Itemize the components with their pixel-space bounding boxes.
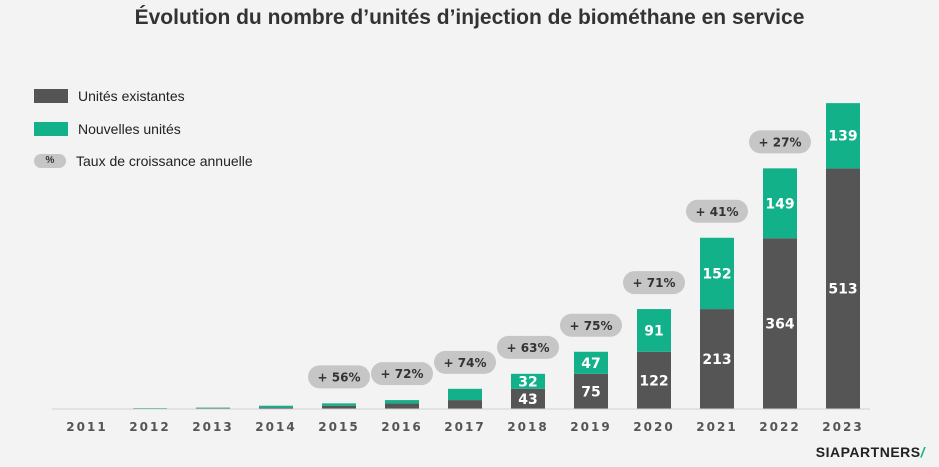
x-tick-label-2013: 2013 (192, 420, 233, 434)
data-label-new-2022: 149 (765, 196, 794, 212)
x-tick-label-2023: 2023 (822, 420, 863, 434)
growth-label-2016: + 72% (381, 367, 424, 381)
bar-new-2023 (826, 103, 860, 169)
x-tick-label-2019: 2019 (570, 420, 611, 434)
data-label-new-2021: 152 (702, 266, 731, 282)
growth-pill-2017 (434, 350, 496, 374)
bar-existing-2022 (763, 238, 797, 409)
x-tick-label-2017: 2017 (444, 420, 485, 434)
data-label-existing-2021: 213 (702, 352, 731, 368)
x-tick-label-2011: 2011 (66, 420, 107, 434)
growth-label-2019: + 75% (570, 319, 613, 333)
x-tick-label-2020: 2020 (633, 420, 674, 434)
brand-mark: / (920, 444, 925, 460)
bar-new-2016 (385, 400, 419, 404)
growth-label-2021: + 41% (696, 205, 739, 219)
x-tick-label-2014: 2014 (255, 420, 296, 434)
bar-new-2014 (259, 405, 293, 408)
bar-new-2015 (322, 403, 356, 406)
x-tick-label-2022: 2022 (759, 420, 800, 434)
growth-label-2020: + 71% (633, 276, 676, 290)
growth-pill-2021 (686, 199, 748, 223)
brand-logo: SIAPARTNERS/ (816, 444, 925, 460)
bar-new-2017 (448, 388, 482, 401)
growth-label-2022: + 27% (759, 135, 802, 149)
bar-existing-2023 (826, 168, 860, 409)
chart-title: Évolution du nombre d’unités d’injection… (134, 6, 805, 29)
bar-existing-2014 (259, 407, 293, 409)
legend-label-existing: Unités existantes (78, 88, 185, 104)
bar-existing-2021 (700, 309, 734, 409)
bar-new-2018 (511, 373, 545, 389)
bar-new-2019 (574, 351, 608, 374)
growth-label-2018: + 63% (507, 341, 550, 355)
growth-pill-2020 (623, 271, 685, 295)
growth-pill-2019 (560, 313, 622, 337)
data-label-existing-2020: 122 (639, 373, 668, 389)
x-tick-label-2021: 2021 (696, 420, 737, 434)
brand-name: SIAPARTNERS (815, 444, 921, 460)
growth-label-2015: + 56% (318, 370, 361, 384)
x-tick-label-2012: 2012 (129, 420, 170, 434)
data-label-new-2023: 139 (828, 129, 857, 145)
bar-existing-2015 (322, 405, 356, 409)
legend-swatch-new (34, 121, 68, 136)
growth-label-2017: + 74% (444, 356, 487, 370)
growth-pill-2022 (749, 130, 811, 154)
legend-swatch-growth: % (34, 154, 66, 168)
bar-existing-2017 (448, 400, 482, 409)
growth-pill-2015 (308, 365, 370, 389)
bar-new-2022 (763, 168, 797, 239)
legend-swatch-existing (34, 89, 68, 103)
x-tick-label-2018: 2018 (507, 420, 548, 434)
legend-label-new: Nouvelles unités (78, 120, 181, 137)
growth-pill-2018 (497, 335, 559, 359)
legend-label-growth: Taux de croissance annuelle (76, 153, 253, 169)
x-tick-label-2015: 2015 (318, 420, 359, 434)
data-label-existing-2022: 364 (765, 317, 794, 333)
data-label-existing-2023: 513 (828, 282, 857, 298)
data-label-existing-2018: 43 (518, 392, 537, 408)
data-label-existing-2019: 75 (581, 384, 600, 400)
legend-item-growth: % Taux de croissance annuelle (34, 151, 253, 171)
data-label-new-2020: 91 (644, 323, 663, 339)
x-tick-label-2016: 2016 (381, 420, 422, 434)
legend: Unités existantes Nouvelles unités % Tau… (34, 86, 253, 184)
bar-existing-2018 (511, 388, 545, 409)
legend-item-existing: Unités existantes (34, 86, 253, 106)
legend-item-new: Nouvelles unités (34, 119, 253, 139)
bar-new-2021 (700, 237, 734, 310)
bar-new-2020 (637, 309, 671, 352)
bar-existing-2020 (637, 351, 671, 409)
bar-existing-2019 (574, 373, 608, 409)
data-label-new-2018: 32 (518, 374, 537, 390)
growth-pill-2016 (371, 362, 433, 386)
data-label-new-2019: 47 (581, 356, 600, 372)
bar-existing-2016 (385, 403, 419, 409)
